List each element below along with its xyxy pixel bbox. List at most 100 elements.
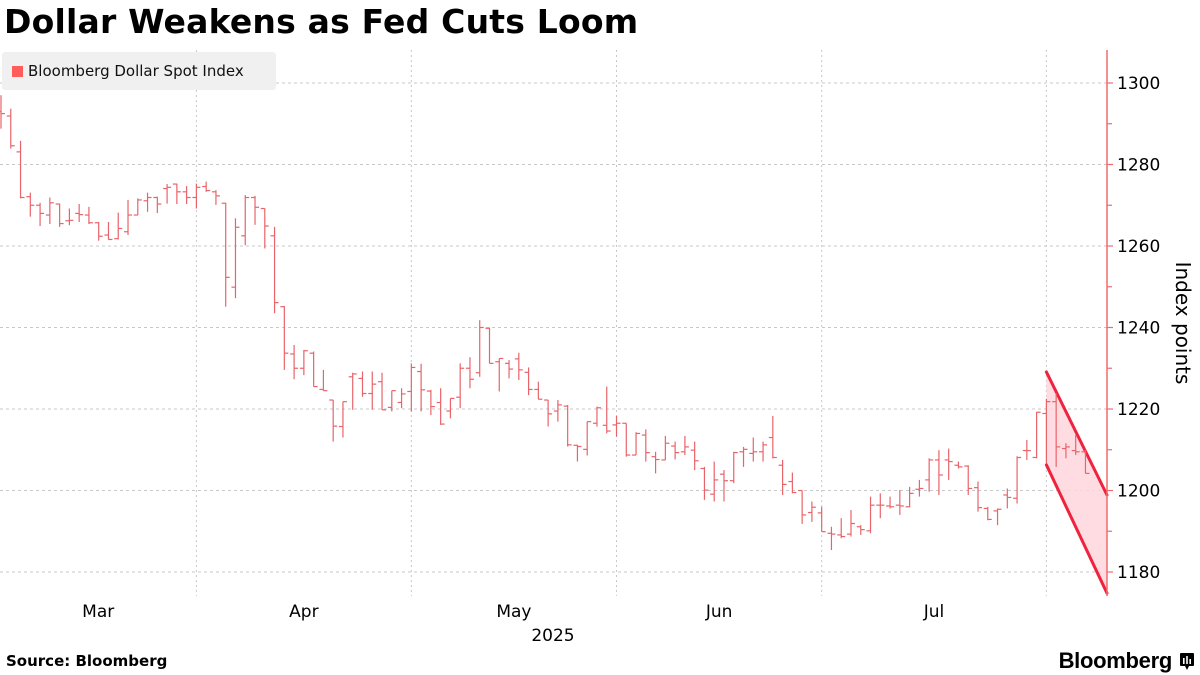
ohlc-bar — [553, 400, 562, 422]
ohlc-bar — [280, 305, 289, 370]
ohlc-bar — [426, 389, 435, 416]
gridlines — [0, 50, 1107, 596]
legend-label: Bloomberg Dollar Spot Index — [28, 62, 244, 80]
ohlc-bar — [65, 208, 74, 226]
ohlc-bar — [143, 192, 152, 212]
ohlc-bar — [651, 451, 660, 474]
y-axis-label: Index points — [1171, 262, 1195, 385]
ohlc-bar — [163, 184, 172, 204]
x-tick-label: Jun — [705, 602, 733, 622]
ohlc-bar — [202, 181, 211, 192]
ohlc-bar — [397, 388, 406, 409]
ohlc-bar — [172, 183, 181, 205]
ohlc-bar — [993, 508, 1002, 526]
ohlc-bar — [934, 450, 943, 495]
ohlc-bar — [358, 371, 367, 397]
ohlc-bar — [104, 221, 113, 241]
ohlc-bar — [778, 459, 787, 495]
y-tick-label: 1180 — [1117, 563, 1160, 583]
ohlc-bar — [514, 352, 523, 381]
ohlc-bar — [729, 451, 738, 484]
chart-title: Dollar Weakens as Fed Cuts Loom — [4, 2, 639, 41]
ohlc-bar — [876, 493, 885, 519]
ohlc-bar — [749, 437, 758, 462]
ohlc-bar — [221, 202, 230, 307]
channel-fill — [1046, 371, 1107, 594]
ohlc-bar — [690, 441, 699, 471]
ohlc-bar — [436, 388, 445, 425]
ohlc-bar — [6, 108, 15, 149]
ohlc-bar — [573, 444, 582, 462]
ohlc-bar — [856, 525, 865, 535]
ohlc-bar — [632, 432, 641, 456]
trend-channel-annotation — [1044, 370, 1109, 595]
bloomberg-logo: Bloomberg — [1059, 648, 1194, 674]
ohlc-bar — [612, 415, 621, 437]
ohlc-bar — [759, 441, 768, 462]
ohlc-bar — [319, 369, 328, 392]
ohlc-bar — [124, 199, 133, 235]
ohlc-bar — [846, 510, 855, 537]
channel-upper-line — [1044, 370, 1109, 497]
y-tick-label: 1280 — [1117, 156, 1160, 176]
ohlc-bar — [1071, 435, 1080, 456]
ohlc-bar — [231, 218, 240, 299]
ohlc-bar — [1042, 398, 1051, 464]
bloomberg-chart-icon — [1180, 652, 1194, 670]
ohlc-bar — [270, 226, 279, 314]
y-axis: 1180 1200 1220 1240 1260 1280 1300 — [1106, 50, 1160, 596]
y-tick-label: 1220 — [1117, 400, 1160, 420]
ohlc-bar — [680, 435, 689, 456]
x-tick-label: May — [496, 602, 531, 622]
ohlc-bar — [309, 351, 318, 388]
channel-lower-line — [1044, 463, 1109, 595]
ohlc-bar — [719, 470, 728, 502]
ohlc-bar — [671, 441, 680, 460]
ohlc-bar — [485, 327, 494, 364]
ohlc-bar — [446, 397, 455, 419]
ohlc-bar — [622, 422, 631, 457]
ohlc-bar — [739, 446, 748, 467]
ohlc-bar — [84, 206, 93, 224]
y-tick-label: 1240 — [1117, 319, 1160, 339]
ohlc-bar — [75, 204, 84, 222]
ohlc-bar — [192, 183, 201, 209]
ohlc-bar — [1003, 488, 1012, 509]
ohlc-bar — [55, 203, 64, 227]
ohlc-bar — [788, 472, 797, 494]
ohlc-bar — [768, 415, 777, 459]
ohlc-bar — [534, 381, 543, 400]
ohlc-bar — [886, 496, 895, 509]
ohlc-bar — [94, 221, 103, 241]
ohlc-bars — [0, 95, 1090, 550]
ohlc-bar — [817, 506, 826, 533]
ohlc-bar — [1013, 456, 1022, 504]
ohlc-bar — [1081, 450, 1090, 474]
ohlc-bar — [299, 349, 308, 376]
ohlc-bar — [505, 360, 514, 379]
ohlc-bar — [0, 95, 5, 129]
ohlc-bar — [524, 367, 533, 396]
ohlc-bar — [153, 196, 162, 213]
ohlc-bar — [661, 435, 670, 461]
ohlc-bar — [895, 490, 904, 515]
ohlc-bar — [905, 486, 914, 508]
ohlc-bar — [983, 506, 992, 521]
ohlc-bar — [348, 372, 357, 410]
ohlc-bar — [378, 372, 387, 411]
ohlc-bar — [974, 481, 982, 512]
ohlc-bar — [407, 363, 416, 412]
ohlc-bar — [417, 363, 426, 412]
ohlc-bar — [133, 198, 142, 216]
ohlc-bar — [944, 448, 953, 480]
ohlc-bar — [1032, 411, 1041, 459]
source-note: Source: Bloomberg — [6, 652, 168, 670]
ohlc-bar — [465, 357, 474, 389]
ohlc-bar — [583, 421, 592, 456]
x-tick-label: Mar — [82, 602, 114, 622]
ohlc-bar — [837, 518, 846, 539]
ohlc-bar — [26, 192, 35, 217]
ohlc-bar — [475, 320, 484, 377]
y-tick-label: 1260 — [1117, 237, 1160, 257]
ohlc-bar — [36, 202, 45, 227]
